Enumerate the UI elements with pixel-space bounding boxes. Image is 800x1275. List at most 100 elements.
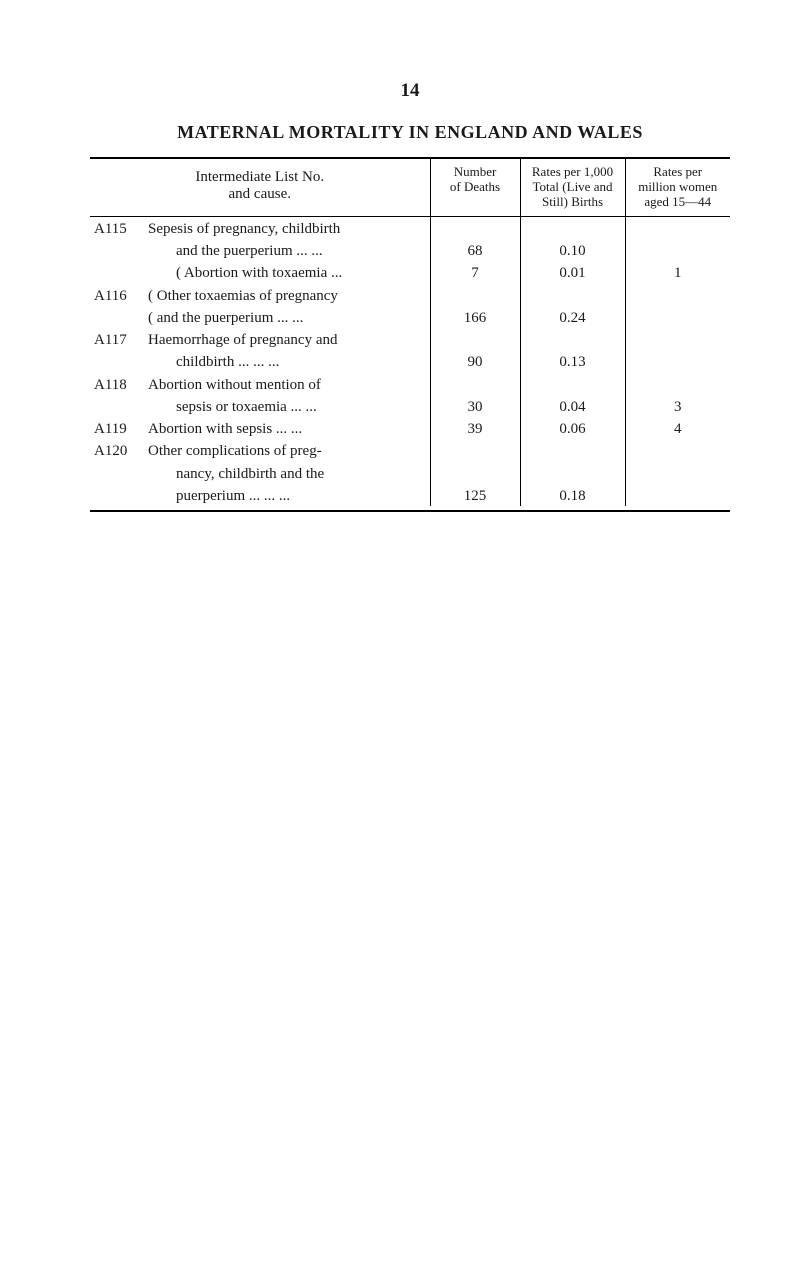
rate1-cell	[520, 373, 625, 395]
deaths-cell: 68	[430, 239, 520, 261]
rate1-cell	[520, 328, 625, 350]
header-rate2-line3: aged 15—44	[630, 195, 727, 210]
cause-cell: ( Abortion with toxaemia ...	[90, 261, 430, 283]
list-code: A118	[94, 375, 148, 395]
page: 14 MATERNAL MORTALITY IN ENGLAND AND WAL…	[0, 0, 800, 512]
list-code: A119	[94, 419, 148, 439]
header-rate2-line1: Rates per	[630, 165, 727, 180]
header-rate1-line2: Total (Live and	[525, 180, 621, 195]
mortality-table: Intermediate List No. and cause. Number …	[90, 159, 730, 506]
table-row: A118Abortion without mention of	[90, 373, 730, 395]
deaths-cell	[430, 373, 520, 395]
deaths-cell: 166	[430, 306, 520, 328]
cause-text: sepsis or toxaemia ... ...	[148, 397, 426, 417]
bottom-rule	[90, 510, 730, 512]
cause-text: puerperium ... ... ...	[148, 486, 426, 506]
rate1-cell: 0.24	[520, 306, 625, 328]
rate1-cell	[520, 462, 625, 484]
cause-text: Sepesis of pregnancy, childbirth	[148, 219, 426, 239]
cause-text: Other complications of preg-	[148, 441, 426, 461]
page-number: 14	[90, 80, 730, 102]
rate2-cell	[625, 439, 730, 461]
cause-cell: childbirth ... ... ...	[90, 350, 430, 372]
rate2-cell: 4	[625, 417, 730, 439]
deaths-cell: 125	[430, 484, 520, 506]
header-cause: Intermediate List No. and cause.	[90, 159, 430, 216]
table-row: childbirth ... ... ...900.13	[90, 350, 730, 372]
rate1-cell: 0.04	[520, 395, 625, 417]
rate2-cell	[625, 462, 730, 484]
header-rate2-line2: million women	[630, 180, 727, 195]
table-row: and the puerperium ... ...680.10	[90, 239, 730, 261]
cause-cell: and the puerperium ... ...	[90, 239, 430, 261]
list-code	[94, 486, 148, 506]
cause-cell: puerperium ... ... ...	[90, 484, 430, 506]
cause-cell: A120Other complications of preg-	[90, 439, 430, 461]
list-code: A120	[94, 441, 148, 461]
header-deaths-line2: of Deaths	[435, 180, 516, 195]
cause-text: childbirth ... ... ...	[148, 352, 426, 372]
cause-cell: A118Abortion without mention of	[90, 373, 430, 395]
cause-cell: nancy, childbirth and the	[90, 462, 430, 484]
list-code: A115	[94, 219, 148, 239]
list-code	[94, 464, 148, 484]
header-cause-line2: and cause.	[94, 186, 426, 203]
list-code	[94, 263, 148, 283]
cause-cell: A119Abortion with sepsis ... ...	[90, 417, 430, 439]
cause-cell: ( and the puerperium ... ...	[90, 306, 430, 328]
table-row: sepsis or toxaemia ... ...300.043	[90, 395, 730, 417]
cause-cell: A116( Other toxaemias of pregnancy	[90, 284, 430, 306]
table-row: A117Haemorrhage of pregnancy and	[90, 328, 730, 350]
deaths-cell: 90	[430, 350, 520, 372]
cause-text: Haemorrhage of pregnancy and	[148, 330, 426, 350]
table-row: A120Other complications of preg-	[90, 439, 730, 461]
header-deaths: Number of Deaths	[430, 159, 520, 216]
rate2-cell	[625, 484, 730, 506]
rate2-cell	[625, 306, 730, 328]
cause-cell: sepsis or toxaemia ... ...	[90, 395, 430, 417]
table-body: A115Sepesis of pregnancy, childbirthand …	[90, 216, 730, 506]
table-row: puerperium ... ... ...1250.18	[90, 484, 730, 506]
rate1-cell	[520, 284, 625, 306]
page-title: MATERNAL MORTALITY IN ENGLAND AND WALES	[90, 122, 730, 143]
deaths-cell: 39	[430, 417, 520, 439]
header-rate1-line3: Still) Births	[525, 195, 621, 210]
rate1-cell: 0.13	[520, 350, 625, 372]
rate2-cell	[625, 217, 730, 239]
cause-cell: A117Haemorrhage of pregnancy and	[90, 328, 430, 350]
deaths-cell	[430, 462, 520, 484]
rate1-cell	[520, 439, 625, 461]
rate2-cell	[625, 373, 730, 395]
header-rate2: Rates per million women aged 15—44	[625, 159, 730, 216]
table-row: A115Sepesis of pregnancy, childbirth	[90, 217, 730, 239]
header-rate1: Rates per 1,000 Total (Live and Still) B…	[520, 159, 625, 216]
rate1-cell: 0.06	[520, 417, 625, 439]
deaths-cell	[430, 439, 520, 461]
table-row: nancy, childbirth and the	[90, 462, 730, 484]
header-deaths-line1: Number	[435, 165, 516, 180]
table-row: A119Abortion with sepsis ... ...390.064	[90, 417, 730, 439]
list-code	[94, 241, 148, 261]
cause-text: and the puerperium ... ...	[148, 241, 426, 261]
list-code	[94, 352, 148, 372]
cause-text: nancy, childbirth and the	[148, 464, 426, 484]
rate1-cell: 0.10	[520, 239, 625, 261]
table-header: Intermediate List No. and cause. Number …	[90, 159, 730, 216]
cause-text: ( Abortion with toxaemia ...	[148, 263, 426, 283]
rate1-cell	[520, 217, 625, 239]
rate2-cell: 3	[625, 395, 730, 417]
cause-text: Abortion with sepsis ... ...	[148, 419, 426, 439]
list-code	[94, 308, 148, 328]
header-rate1-line1: Rates per 1,000	[525, 165, 621, 180]
cause-text: Abortion without mention of	[148, 375, 426, 395]
list-code	[94, 397, 148, 417]
deaths-cell	[430, 217, 520, 239]
rate2-cell: 1	[625, 261, 730, 283]
rate2-cell	[625, 284, 730, 306]
list-code: A117	[94, 330, 148, 350]
rate2-cell	[625, 350, 730, 372]
deaths-cell: 30	[430, 395, 520, 417]
rate2-cell	[625, 239, 730, 261]
deaths-cell	[430, 328, 520, 350]
deaths-cell: 7	[430, 261, 520, 283]
